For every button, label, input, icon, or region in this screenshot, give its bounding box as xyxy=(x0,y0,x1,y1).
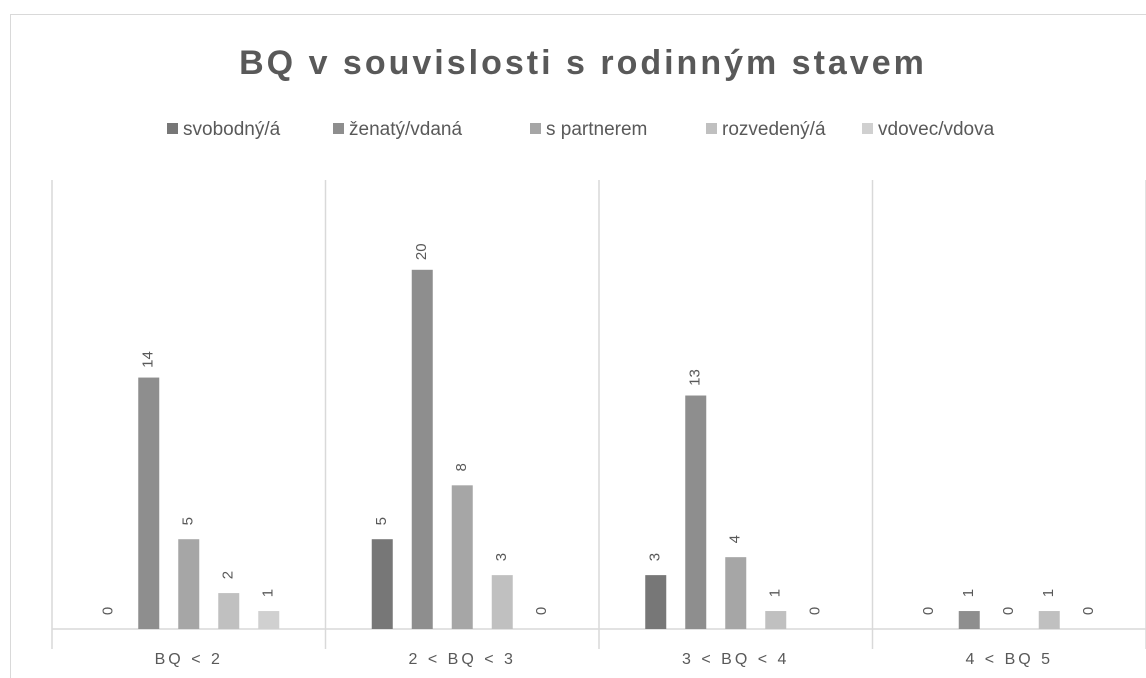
legend-swatch xyxy=(862,123,873,134)
legend-swatch xyxy=(333,123,344,134)
bar xyxy=(451,485,473,629)
value-label: 0 xyxy=(1000,607,1017,615)
bar xyxy=(411,269,433,629)
bar xyxy=(645,575,667,629)
value-label: 0 xyxy=(1080,607,1097,615)
legend-label: vdovec/vdova xyxy=(878,119,995,140)
bar xyxy=(685,395,707,629)
value-label: 13 xyxy=(687,369,704,386)
value-label: 1 xyxy=(1040,589,1057,597)
value-label: 5 xyxy=(180,517,197,525)
legend-swatch xyxy=(706,123,717,134)
x-tick-label: 4 < BQ 5 xyxy=(965,651,1053,668)
value-label: 0 xyxy=(807,607,824,615)
legend-swatch xyxy=(167,123,178,134)
value-label: 3 xyxy=(647,553,664,561)
value-label: 0 xyxy=(100,607,117,615)
value-label: 1 xyxy=(260,589,277,597)
value-label: 5 xyxy=(373,517,390,525)
x-tick-label: 2 < BQ < 3 xyxy=(409,651,516,668)
bar xyxy=(178,539,200,629)
bar xyxy=(958,611,980,629)
legend-label: ženatý/vdaná xyxy=(349,119,462,140)
value-label: 1 xyxy=(960,589,977,597)
value-label: 14 xyxy=(140,351,157,368)
bar xyxy=(1038,611,1060,629)
bar xyxy=(138,377,160,629)
bar xyxy=(765,611,787,629)
value-label: 2 xyxy=(220,571,237,579)
legend-swatch xyxy=(530,123,541,134)
value-label: 8 xyxy=(453,463,470,471)
x-tick-label: BQ < 2 xyxy=(155,651,223,668)
bar xyxy=(218,593,240,629)
bar xyxy=(371,539,393,629)
legend-label: s partnerem xyxy=(546,119,647,140)
value-label: 4 xyxy=(727,535,744,543)
value-label: 0 xyxy=(920,607,937,615)
bar xyxy=(258,611,280,629)
x-tick-label: 3 < BQ < 4 xyxy=(682,651,789,668)
value-label: 20 xyxy=(413,243,430,260)
value-label: 1 xyxy=(767,589,784,597)
value-label: 3 xyxy=(493,553,510,561)
chart-title: BQ v souvislosti s rodinným stavem xyxy=(239,44,927,82)
bar xyxy=(725,557,747,629)
bar xyxy=(491,575,513,629)
legend-label: rozvedený/á xyxy=(722,119,826,140)
chart-frame xyxy=(10,14,1146,678)
legend-label: svobodný/á xyxy=(183,119,281,140)
value-label: 0 xyxy=(533,607,550,615)
